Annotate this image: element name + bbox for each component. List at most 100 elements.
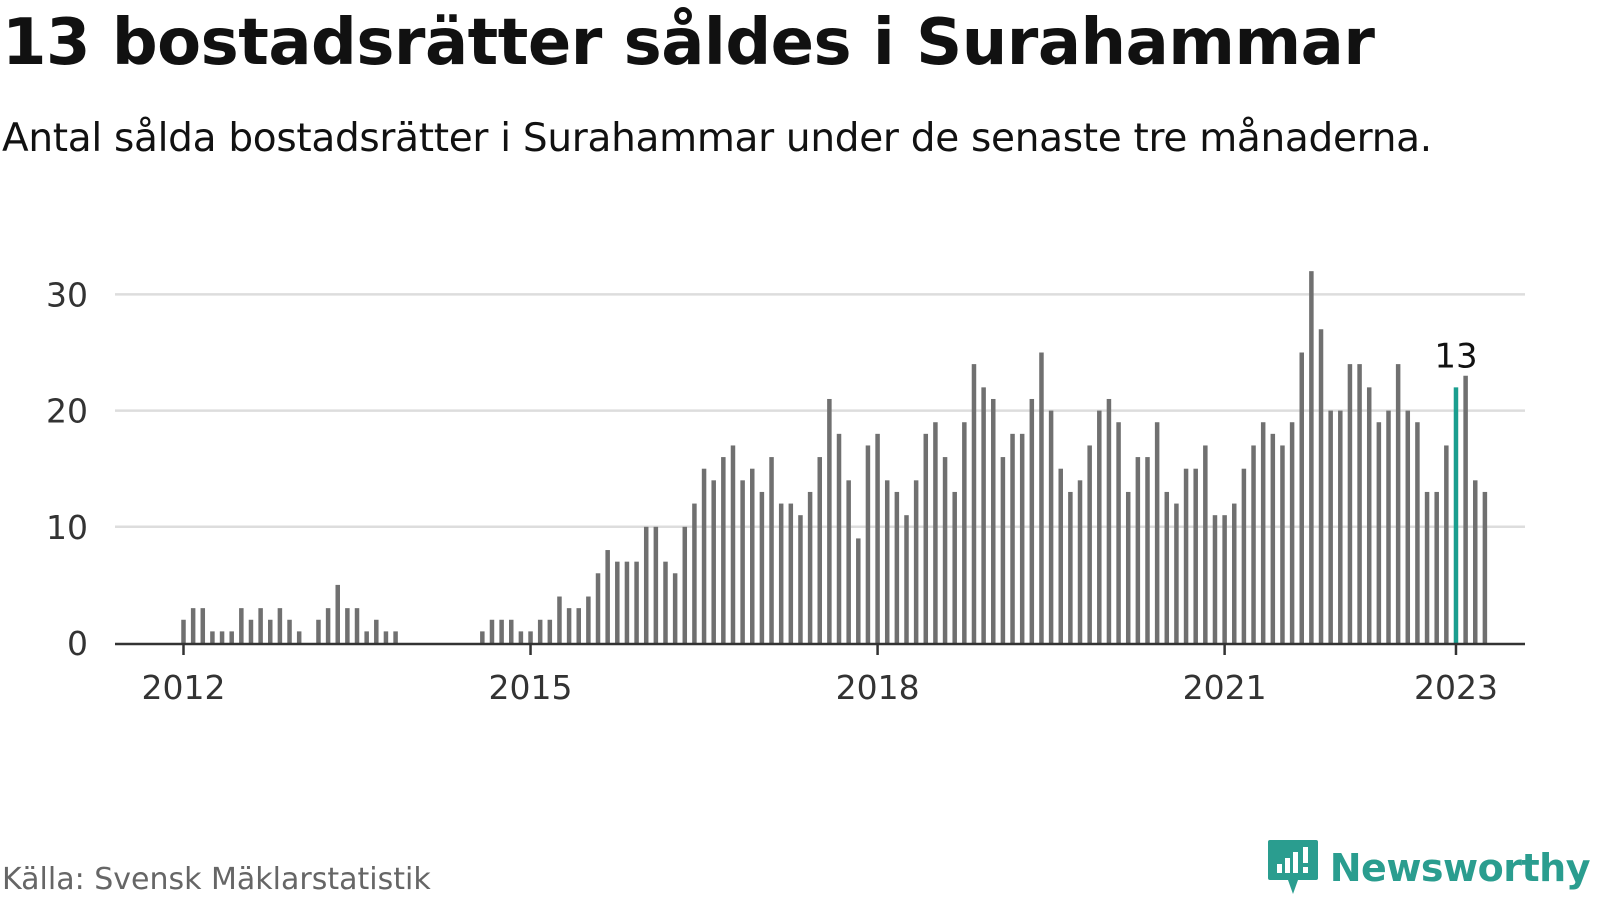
bar (1318, 329, 1324, 643)
bar (1164, 491, 1170, 643)
bar (769, 457, 774, 643)
x-tick-label: 2018 (836, 668, 920, 707)
y-tick-label: 30 (46, 275, 88, 314)
bar (1444, 445, 1449, 643)
bar (1097, 410, 1102, 643)
bar (499, 619, 504, 643)
bar (383, 631, 389, 643)
bar (239, 608, 244, 643)
bar (335, 584, 340, 643)
bar (730, 445, 736, 643)
bar (672, 573, 678, 643)
bar (643, 526, 649, 643)
highlight-bar (1453, 387, 1459, 643)
bar (518, 631, 524, 643)
bar (1338, 410, 1343, 643)
bar (1280, 445, 1285, 643)
bar (1251, 445, 1256, 643)
bar (393, 631, 398, 643)
bar (1029, 398, 1035, 643)
bar (537, 619, 543, 643)
bar (345, 608, 350, 643)
bar (1116, 422, 1121, 643)
bar (1347, 364, 1353, 643)
bar (740, 480, 745, 643)
bar (1077, 480, 1083, 643)
bar (1183, 468, 1189, 643)
source-note: Källa: Svensk Mäklarstatistik (2, 862, 431, 897)
bar (258, 608, 263, 643)
bar (547, 619, 553, 643)
bar (296, 631, 302, 643)
axes (115, 642, 1525, 655)
x-tick-label: 2023 (1414, 668, 1498, 707)
bar (807, 491, 813, 643)
bar (875, 433, 880, 643)
bar (1395, 364, 1401, 643)
bar (991, 398, 996, 643)
brand[interactable]: Newsworthy (1266, 838, 1591, 898)
bar (1289, 422, 1295, 643)
bar (287, 619, 292, 643)
bar (1424, 491, 1430, 643)
bar (1232, 503, 1237, 643)
bar (1309, 271, 1314, 643)
bar (653, 526, 659, 643)
bar (913, 480, 919, 643)
bar (1087, 445, 1092, 643)
bar (884, 480, 890, 643)
bar (1463, 375, 1468, 643)
bar-chart: 0 10 20 30 2012 2015 2018 2021 2023 13 (46, 271, 1525, 707)
bar (721, 457, 726, 643)
bar (981, 387, 986, 643)
x-tick-label: 2015 (489, 668, 573, 707)
bar (1366, 387, 1372, 643)
bar (509, 619, 514, 643)
bar (1068, 491, 1073, 643)
bar (1125, 491, 1131, 643)
bar (200, 608, 206, 643)
bar (1376, 422, 1382, 643)
bar (1019, 433, 1025, 643)
bar (894, 491, 900, 643)
bar (1434, 491, 1439, 643)
bar (663, 561, 668, 643)
bar (750, 468, 755, 643)
bar (316, 619, 321, 643)
bar (904, 515, 909, 643)
bar (557, 596, 562, 643)
bar (942, 457, 948, 643)
bar (181, 619, 186, 643)
bar (566, 608, 572, 643)
bar (1260, 422, 1266, 643)
bar (605, 550, 610, 643)
bar (1482, 491, 1488, 643)
bar (962, 422, 967, 643)
bar (836, 433, 842, 643)
bar (788, 503, 794, 643)
bar (759, 491, 765, 643)
bars (181, 271, 1488, 643)
chart-subtitle: Antal sålda bostadsrätter i Surahammar u… (2, 116, 1432, 161)
bar (1473, 480, 1478, 643)
bar (1135, 457, 1141, 643)
bar (923, 433, 929, 643)
bar (229, 631, 234, 643)
bar (1357, 364, 1362, 643)
bar (528, 631, 533, 643)
bar (595, 573, 601, 643)
bar (480, 631, 485, 643)
bar (1048, 410, 1054, 643)
bar (248, 619, 254, 643)
bar (1145, 457, 1150, 643)
bar (682, 526, 688, 643)
bar (778, 503, 784, 643)
bar (865, 445, 871, 643)
bar (1203, 445, 1208, 643)
highlight-value-label: 13 (1434, 336, 1477, 376)
bar (624, 561, 630, 643)
bar (846, 480, 851, 643)
bar (190, 608, 196, 643)
bar (210, 631, 215, 643)
bar (1386, 410, 1391, 643)
